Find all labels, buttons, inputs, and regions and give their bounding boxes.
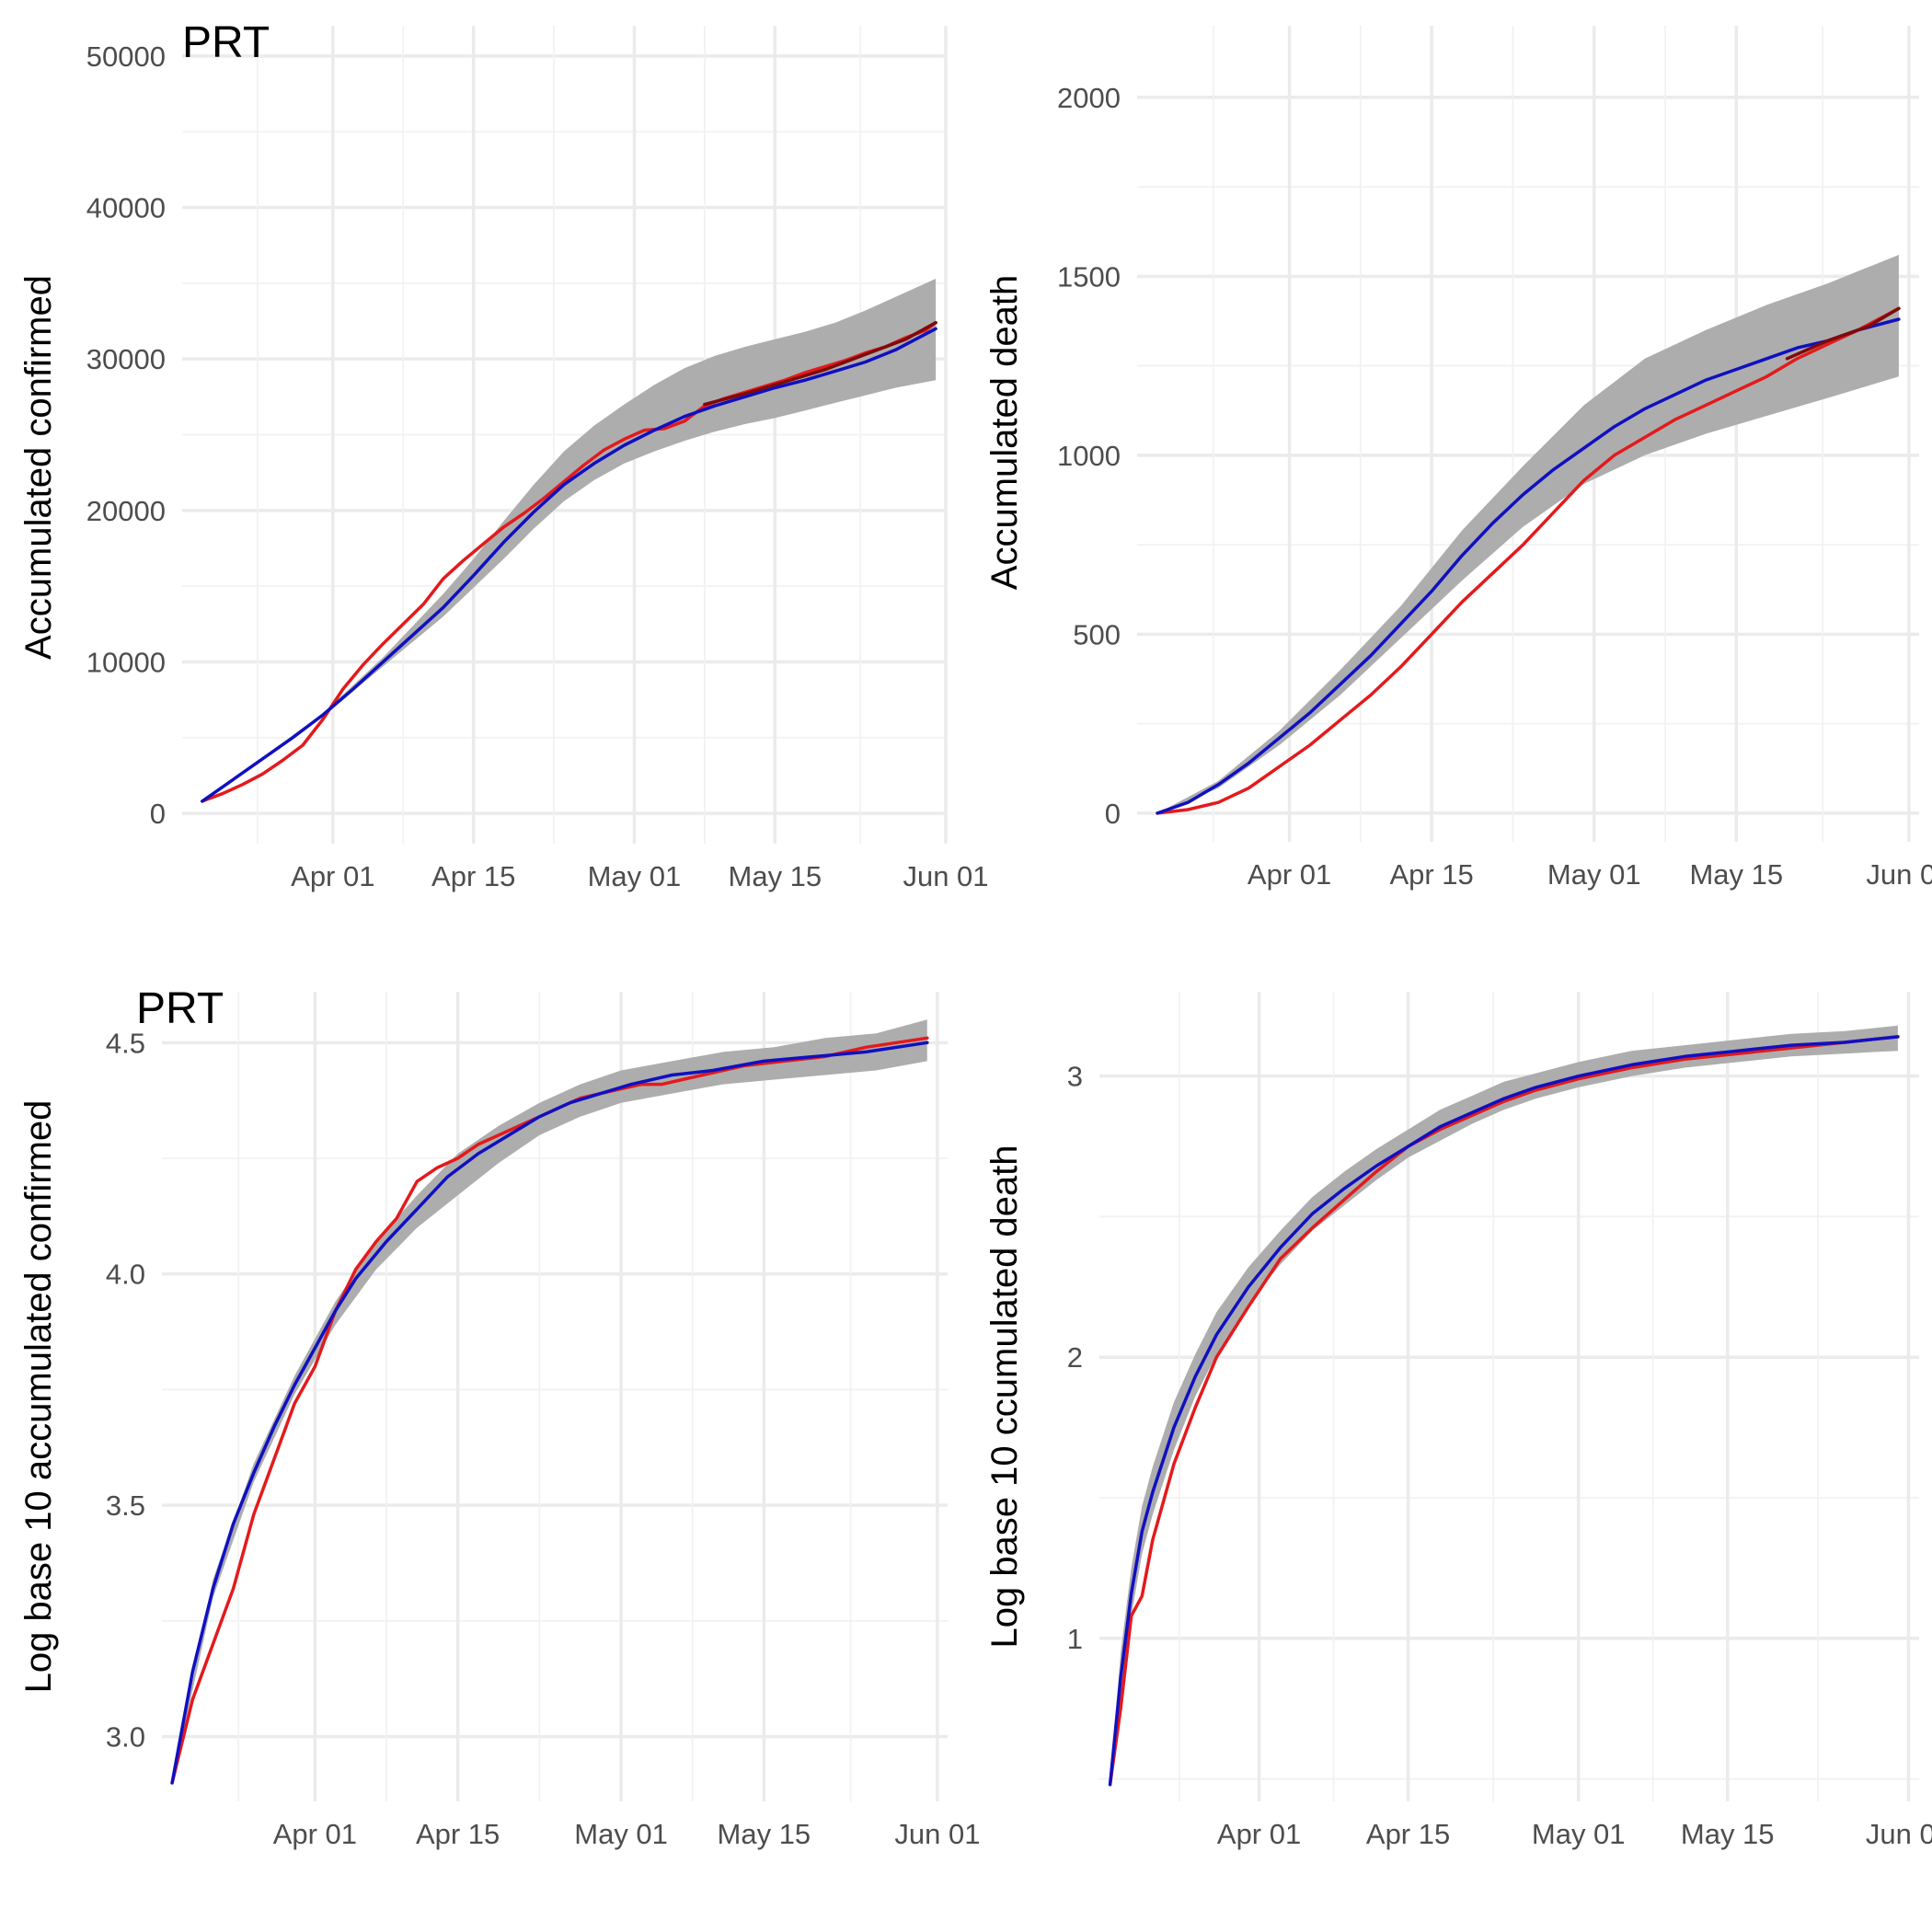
x-tick-label: Apr 01 (273, 1818, 357, 1850)
x-tick-label: Jun 01 (1866, 858, 1932, 891)
y-tick-label: 3 (1067, 1061, 1083, 1093)
y-tick-label: 50000 (86, 40, 166, 73)
y-tick-label: 20000 (86, 495, 166, 527)
y-axis-label: Accumulated death (984, 275, 1025, 590)
x-tick-label: Apr 15 (1366, 1818, 1450, 1850)
y-tick-label: 1000 (1057, 440, 1121, 472)
x-tick-label: Jun 01 (1866, 1818, 1932, 1850)
grid (162, 992, 948, 1801)
x-tick-label: May 15 (1681, 1818, 1775, 1850)
x-tick-label: May 01 (1547, 858, 1641, 891)
series-line-1 (201, 320, 937, 803)
x-tick-label: Jun 01 (903, 860, 988, 892)
x-tick-label: May 15 (718, 1818, 811, 1850)
y-tick-label: 0 (150, 798, 166, 830)
y-tick-label: 2000 (1057, 82, 1121, 114)
y-tick-label: 1 (1067, 1623, 1083, 1655)
series-line-1 (170, 1036, 929, 1785)
confidence-band (1157, 255, 1899, 813)
y-tick-label: 3.5 (106, 1489, 145, 1522)
series-line-1 (1108, 1035, 1900, 1787)
y-tick-label: 10000 (86, 646, 166, 678)
series-line-2 (1156, 317, 1901, 815)
x-tick-label: Apr 01 (1248, 858, 1331, 891)
series-line-3 (703, 320, 937, 407)
y-tick-label: 1500 (1057, 260, 1121, 293)
series-line-1 (1156, 306, 1901, 815)
x-tick-label: Apr 15 (1389, 858, 1473, 891)
y-tick-label: 3.0 (106, 1721, 145, 1754)
confidence-band (1110, 1025, 1898, 1785)
grid (1137, 26, 1919, 842)
x-tick-label: May 01 (1532, 1818, 1626, 1850)
series-line-2 (1108, 1035, 1900, 1787)
series-line-2 (201, 327, 937, 803)
chart-title: PRT (182, 18, 270, 67)
grid (182, 26, 948, 844)
x-tick-label: Apr 01 (291, 860, 374, 892)
panel-accumulated-death: 0 500 1000 1500 2000 Apr 01 Apr 15 May 01 May 15… (984, 26, 1932, 891)
series-line-3 (1785, 306, 1901, 361)
y-axis-label: Accumulated confirmed (18, 275, 59, 660)
x-tick-label: Apr 01 (1217, 1818, 1301, 1850)
x-tick-label: May 01 (588, 860, 682, 892)
y-axis-label: Log base 10 ccumulated death (984, 1144, 1025, 1648)
panel-log-accumulated-death: 1 2 3 Apr 01 Apr 15 May 01 May 15 Jun 01 Log bas… (984, 992, 1932, 1850)
panel-log-accumulated-confirmed: 3.0 3.5 4.0 4.5 Apr 01 Apr 15 May 01 May 15 Jun … (18, 984, 980, 1850)
y-tick-label: 4.0 (106, 1259, 145, 1291)
x-tick-label: May 15 (729, 860, 822, 892)
y-tick-label: 40000 (86, 192, 166, 224)
series-line-2 (170, 1041, 929, 1785)
x-tick-label: Apr 15 (416, 1818, 500, 1850)
confidence-band (201, 278, 937, 801)
y-tick-label: 500 (1073, 618, 1121, 650)
grid (1099, 992, 1919, 1801)
y-axis-label: Log base 10 accumulated confirmed (18, 1100, 59, 1694)
x-tick-label: Jun 01 (894, 1818, 980, 1850)
x-tick-label: May 01 (574, 1818, 668, 1850)
y-tick-label: 4.5 (106, 1027, 145, 1059)
chart-title: PRT (136, 984, 224, 1033)
x-tick-label: May 15 (1689, 858, 1783, 891)
y-tick-label: 0 (1105, 798, 1121, 830)
panel-accumulated-confirmed: 0 10000 20000 30000 40000 50000 Apr 01 Apr 15 Ma… (18, 18, 989, 892)
y-tick-label: 30000 (86, 343, 166, 375)
x-tick-label: Apr 15 (431, 860, 515, 892)
y-tick-label: 2 (1067, 1341, 1083, 1374)
